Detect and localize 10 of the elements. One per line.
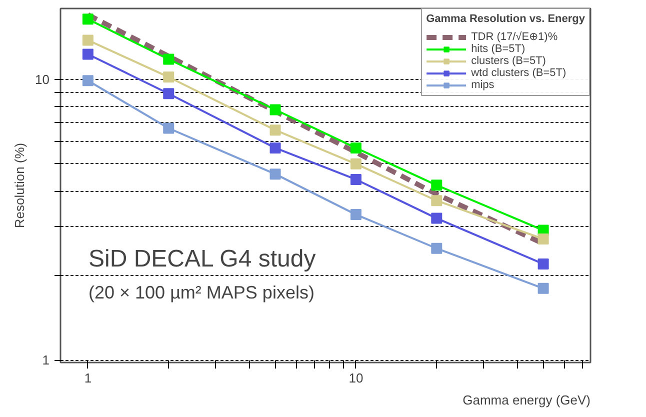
annotation: (20 × 100 µm² MAPS pixels) [88, 282, 314, 302]
legend-label: TDR (17/√E⊕1)% [471, 30, 558, 43]
legend-title: Gamma Resolution vs. Energy [426, 13, 585, 25]
legend-label: mips [471, 79, 494, 91]
legend-label: wtd clusters (B=5T) [471, 67, 566, 79]
legend-label: clusters (B=5T) [471, 55, 546, 67]
y-axis-title: Resolution (%) [12, 142, 28, 228]
x-axis-title: Gamma energy (GeV) [462, 392, 590, 408]
annotation: SiD DECAL G4 study [88, 246, 316, 272]
legend-label: hits (B=5T) [471, 43, 526, 55]
